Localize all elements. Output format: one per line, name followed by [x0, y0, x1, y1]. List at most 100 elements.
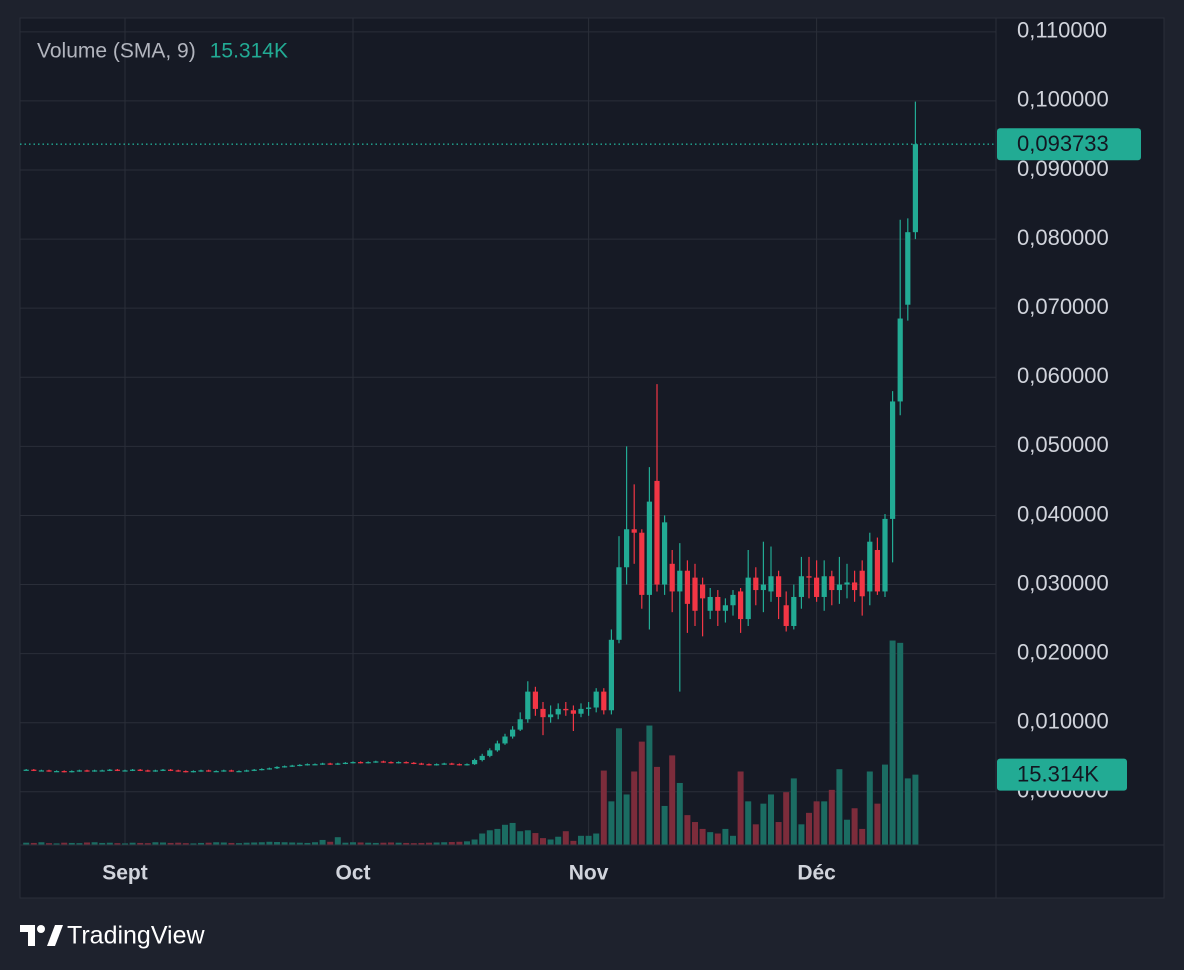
volume-bar: [236, 843, 242, 845]
y-tick-label: 0,100000: [1017, 87, 1109, 112]
candle-body: [548, 714, 554, 718]
volume-bar: [760, 803, 767, 845]
volume-bar: [220, 842, 227, 845]
y-tick-label: 0,010000: [1017, 709, 1109, 734]
y-tick-label: 0,060000: [1017, 363, 1109, 388]
last-price-box: [997, 128, 1141, 161]
volume-bar: [912, 774, 919, 845]
volume-bar: [714, 833, 721, 845]
volume-bar: [479, 833, 486, 845]
candle-body: [380, 761, 386, 763]
volume-bar: [418, 842, 425, 845]
volume-bar: [562, 831, 569, 845]
candle-body: [335, 763, 341, 765]
candle-body: [616, 567, 622, 640]
candle-body: [570, 710, 576, 714]
volume-value-label: 15.314K: [1017, 761, 1099, 786]
volume-bar: [494, 828, 501, 845]
volume-value-box: [997, 758, 1127, 791]
volume-bar: [152, 842, 159, 845]
legend-value: 15.314K: [210, 40, 288, 63]
volume-bar: [274, 842, 280, 845]
volume-bar: [783, 792, 790, 845]
candle-body: [312, 764, 318, 766]
candle-body: [631, 529, 637, 533]
y-tick-label: 0,050000: [1017, 432, 1109, 457]
volume-bar: [342, 842, 349, 845]
candle-body: [122, 770, 128, 772]
candle-body: [320, 763, 326, 765]
volume-bar: [53, 843, 60, 845]
volume-bar: [897, 642, 904, 845]
volume-bar: [441, 842, 448, 845]
volume-bar: [213, 842, 220, 845]
chart-panel: [19, 17, 1165, 899]
candle-body: [578, 708, 584, 714]
volume-bar: [464, 841, 470, 845]
candle-body: [206, 770, 212, 772]
y-tick-label: 0,020000: [1017, 639, 1109, 664]
volume-bar: [296, 842, 303, 845]
volume-bar: [190, 843, 197, 845]
volume-bar: [144, 843, 151, 845]
candle-body: [684, 570, 690, 604]
volume-bar: [114, 843, 121, 845]
volume-bar: [821, 801, 828, 845]
candle-body: [396, 762, 402, 764]
volume-bar: [676, 782, 683, 845]
volume-bar: [616, 728, 622, 845]
volume-bar: [828, 789, 835, 845]
volume-bar: [509, 822, 516, 845]
volume-bar: [258, 842, 265, 845]
logo-mark: [37, 925, 45, 933]
candle-body: [411, 762, 417, 764]
candle-body: [586, 707, 592, 709]
candle-body: [107, 769, 113, 771]
candle-body: [753, 577, 759, 591]
volume-bar: [540, 838, 546, 845]
candle-body: [859, 570, 865, 597]
volume-bar: [502, 824, 508, 845]
volume-bar: [889, 640, 896, 845]
candle-body: [783, 605, 789, 626]
volume-bar: [836, 769, 843, 845]
candle-body: [844, 582, 850, 585]
volume-bar: [46, 843, 52, 845]
volume-bar: [91, 842, 98, 845]
candle-body: [426, 764, 432, 766]
candle-body: [654, 480, 660, 585]
candle-body: [304, 764, 310, 766]
volume-bar: [631, 771, 638, 845]
candle-body: [327, 763, 333, 765]
candle-body: [160, 769, 166, 771]
volume-bar: [813, 801, 820, 845]
candle-body: [700, 584, 706, 599]
candle-body: [874, 549, 880, 592]
volume-bar: [859, 828, 866, 845]
candle-body: [114, 769, 120, 771]
volume-bar: [372, 842, 379, 845]
volume-bar: [122, 843, 128, 845]
logo-mark: [47, 925, 63, 946]
candle-body: [342, 762, 348, 764]
candle-body: [76, 770, 82, 772]
candle-body: [745, 577, 751, 620]
volume-bar: [904, 778, 911, 845]
legend-name: Volume (SMA, 9): [37, 40, 196, 63]
candle-body: [175, 770, 181, 772]
volume-bar: [350, 842, 356, 845]
volume-bar: [768, 794, 774, 845]
volume-bar: [228, 842, 235, 845]
candle-body: [768, 576, 774, 592]
volume-bar: [38, 842, 45, 845]
candle-body: [555, 708, 561, 715]
candle-body: [624, 529, 630, 568]
volume-bar: [661, 805, 668, 845]
candle-body: [365, 762, 371, 764]
volume-bar: [486, 830, 493, 845]
candle-body: [274, 766, 280, 769]
volume-bar: [730, 835, 736, 845]
candle-body: [472, 760, 478, 765]
candle-body: [46, 770, 52, 772]
